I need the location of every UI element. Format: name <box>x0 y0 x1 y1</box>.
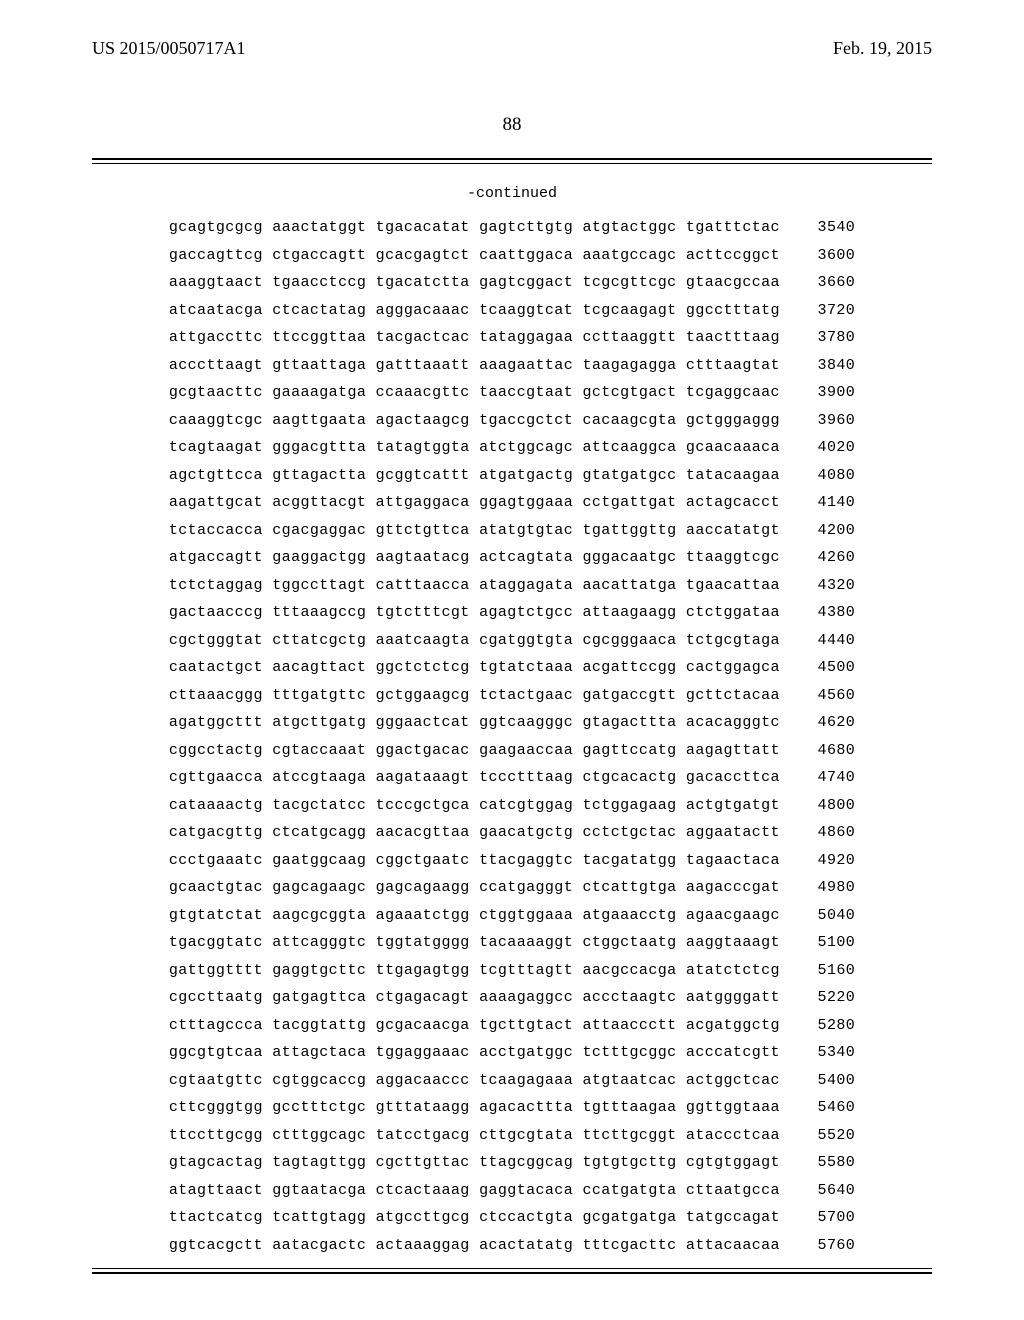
sequence-block: gcagtgcgcg aaactatggt tgacacatat gagtctt… <box>0 214 1024 1259</box>
page: US 2015/0050717A1 Feb. 19, 2015 88 -cont… <box>0 0 1024 1320</box>
top-rule <box>92 158 932 164</box>
page-number: 88 <box>0 114 1024 136</box>
header-publication-number: US 2015/0050717A1 <box>92 38 246 59</box>
bottom-rule <box>92 1268 932 1274</box>
header-publication-date: Feb. 19, 2015 <box>833 38 932 59</box>
continued-label: -continued <box>0 185 1024 202</box>
sequence-listing: gcagtgcgcg aaactatggt tgacacatat gagtctt… <box>169 214 855 1259</box>
